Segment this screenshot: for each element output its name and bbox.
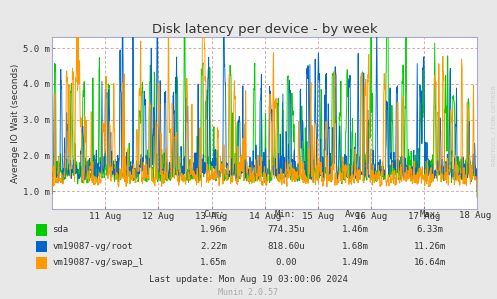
Text: 1.49m: 1.49m: [342, 258, 369, 267]
Text: 6.33m: 6.33m: [416, 225, 443, 234]
Text: Last update: Mon Aug 19 03:00:06 2024: Last update: Mon Aug 19 03:00:06 2024: [149, 275, 348, 284]
Text: Min:: Min:: [275, 210, 297, 219]
Text: Avg:: Avg:: [344, 210, 366, 219]
Text: RRDTOOL / TOBI OETIKER: RRDTOOL / TOBI OETIKER: [491, 85, 496, 166]
Text: vm19087-vg/swap_l: vm19087-vg/swap_l: [52, 258, 144, 267]
Text: 1.96m: 1.96m: [200, 225, 227, 234]
Text: sda: sda: [52, 225, 68, 234]
Text: 774.35u: 774.35u: [267, 225, 305, 234]
Text: 818.60u: 818.60u: [267, 242, 305, 251]
Text: 1.46m: 1.46m: [342, 225, 369, 234]
Title: Disk latency per device - by week: Disk latency per device - by week: [152, 23, 377, 36]
Text: Munin 2.0.57: Munin 2.0.57: [219, 288, 278, 297]
Text: vm19087-vg/root: vm19087-vg/root: [52, 242, 133, 251]
Text: 1.65m: 1.65m: [200, 258, 227, 267]
Text: 11.26m: 11.26m: [414, 242, 446, 251]
Y-axis label: Average IO Wait (seconds): Average IO Wait (seconds): [11, 64, 20, 183]
Text: 16.64m: 16.64m: [414, 258, 446, 267]
Text: 0.00: 0.00: [275, 258, 297, 267]
Text: 1.68m: 1.68m: [342, 242, 369, 251]
Text: 2.22m: 2.22m: [200, 242, 227, 251]
Text: 18 Aug: 18 Aug: [459, 211, 491, 220]
Text: Cur:: Cur:: [203, 210, 225, 219]
Text: Max:: Max:: [419, 210, 441, 219]
